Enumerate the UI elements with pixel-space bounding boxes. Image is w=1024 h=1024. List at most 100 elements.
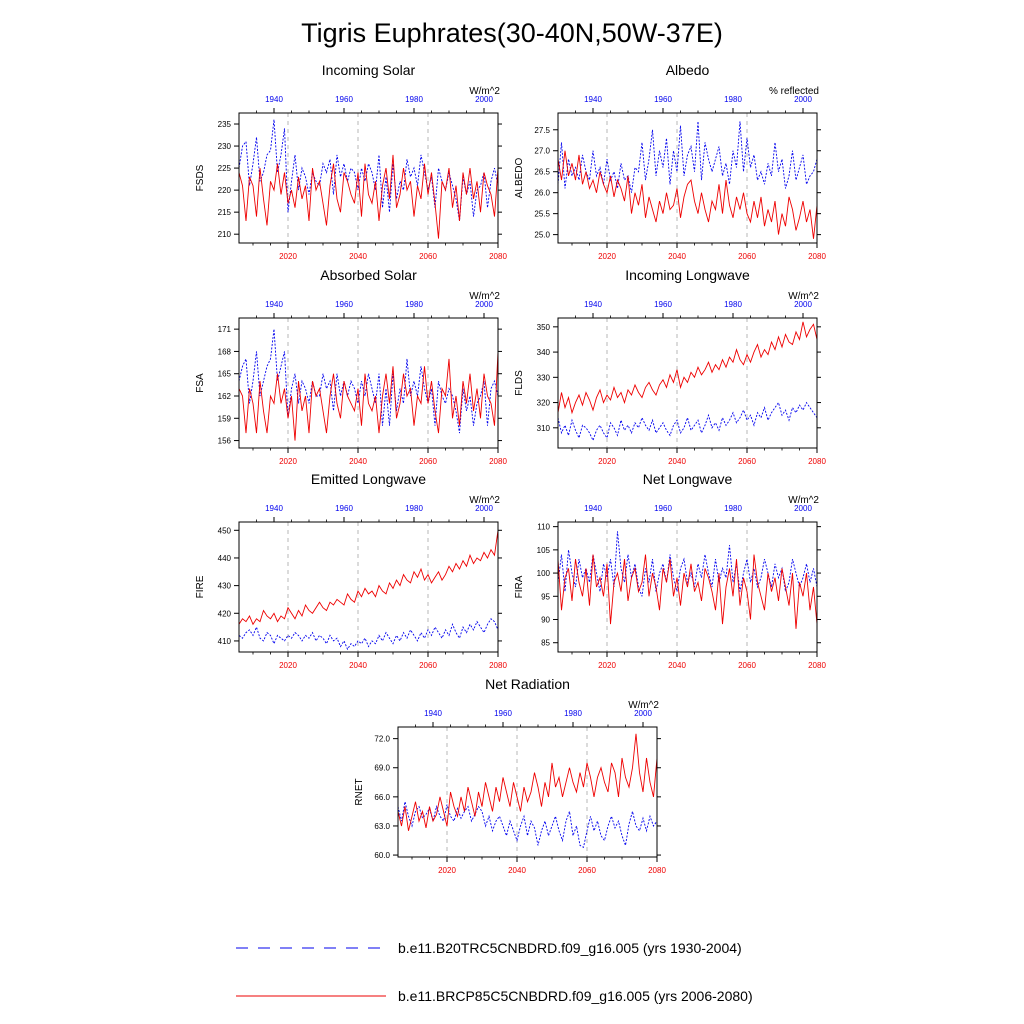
panel-fira: Net Longwave W/m^2 FIRA 85 90 95 100 105 110 2020… [514, 471, 826, 670]
series-2006-2080-line [557, 150, 818, 239]
x-top-tick-label: 1980 [405, 300, 423, 309]
x-top-tick-label: 1960 [654, 504, 672, 513]
y-tick-label: 350 [537, 323, 551, 332]
series-1930-2004-line [238, 329, 499, 434]
x-bottom-tick-label: 2060 [738, 661, 756, 670]
y-tick-label: 63.0 [374, 822, 390, 831]
series-1930-2004-line [557, 121, 818, 193]
y-tick-label: 230 [218, 142, 232, 151]
plot-frame [557, 521, 818, 653]
x-bottom-tick-label: 2060 [738, 252, 756, 261]
x-top-tick-label: 1960 [654, 300, 672, 309]
panel-fire: Emitted Longwave W/m^2 FIRE 410 420 430 440 450… [195, 471, 507, 670]
y-axis-label: FSDS [195, 164, 206, 191]
y-tick-label: 72.0 [374, 735, 390, 744]
y-tick-label: 450 [218, 526, 232, 535]
figure-title: Tigris Euphrates(30-40N,50W-37E) [301, 18, 723, 48]
x-bottom-tick-label: 2020 [279, 457, 297, 466]
series-1930-2004-line [238, 119, 499, 222]
y-tick-label: 235 [218, 120, 232, 129]
y-tick-label: 25.5 [534, 210, 550, 219]
panel-flds: Incoming Longwave W/m^2 FLDS 310 320 330 340 35… [514, 267, 826, 466]
y-axis-label: FLDS [514, 370, 525, 396]
x-top-tick-label: 1940 [584, 504, 602, 513]
y-tick-label: 156 [218, 437, 232, 446]
x-bottom-tick-label: 2040 [349, 252, 367, 261]
y-tick-label: 90 [541, 616, 550, 625]
y-axis-label: FIRA [514, 575, 525, 598]
y-tick-label: 27.0 [534, 147, 550, 156]
y-tick-label: 420 [218, 609, 232, 618]
x-top-tick-label: 1940 [265, 300, 283, 309]
units-label: W/m^2 [788, 291, 819, 302]
y-tick-label: 165 [218, 370, 232, 379]
x-top-tick-label: 1940 [584, 95, 602, 104]
panel-title: Incoming Longwave [625, 267, 750, 283]
x-bottom-tick-label: 2040 [668, 457, 686, 466]
x-top-tick-label: 1960 [335, 300, 353, 309]
x-bottom-tick-label: 2060 [578, 866, 596, 875]
x-top-tick-label: 1940 [265, 504, 283, 513]
x-top-tick-label: 1980 [405, 95, 423, 104]
x-top-tick-label: 1980 [564, 709, 582, 718]
units-label: W/m^2 [628, 700, 659, 711]
y-tick-label: 210 [218, 230, 232, 239]
y-tick-label: 26.0 [534, 189, 550, 198]
x-bottom-tick-label: 2080 [808, 457, 826, 466]
x-bottom-tick-label: 2020 [279, 252, 297, 261]
x-bottom-tick-label: 2020 [438, 866, 456, 875]
y-tick-label: 95 [541, 592, 550, 601]
x-bottom-tick-label: 2060 [419, 661, 437, 670]
units-label: W/m^2 [788, 495, 819, 506]
x-top-tick-label: 1940 [424, 709, 442, 718]
x-bottom-tick-label: 2040 [349, 661, 367, 670]
x-bottom-tick-label: 2080 [808, 252, 826, 261]
panel-albedo: Albedo % reflected ALBEDO 25.0 25.5 26.0 26.5 2… [514, 62, 826, 261]
y-tick-label: 105 [537, 546, 551, 555]
y-tick-label: 215 [218, 208, 232, 217]
y-tick-label: 410 [218, 637, 232, 646]
panel-title: Absorbed Solar [320, 267, 417, 283]
x-top-tick-label: 1960 [335, 95, 353, 104]
y-tick-label: 171 [218, 325, 232, 334]
series-1930-2004-line [238, 618, 499, 651]
x-bottom-tick-label: 2040 [668, 661, 686, 670]
x-bottom-tick-label: 2080 [489, 457, 507, 466]
x-bottom-tick-label: 2060 [419, 457, 437, 466]
series-1930-2004-line [557, 401, 818, 442]
units-label: W/m^2 [469, 291, 500, 302]
y-tick-label: 27.5 [534, 126, 550, 135]
x-top-tick-label: 1960 [335, 504, 353, 513]
x-bottom-tick-label: 2060 [738, 457, 756, 466]
panel-fsds: Incoming Solar W/m^2 FSDS 210 215 220 225 230 23… [195, 62, 507, 261]
y-tick-label: 110 [537, 523, 550, 532]
x-bottom-tick-label: 2080 [489, 661, 507, 670]
plot-frame [238, 521, 499, 653]
panel-title: Net Radiation [485, 676, 570, 692]
y-tick-label: 69.0 [374, 764, 390, 773]
panel-title: Albedo [666, 62, 710, 78]
y-axis-label: FSA [195, 373, 206, 393]
x-bottom-tick-label: 2080 [648, 866, 666, 875]
x-top-tick-label: 1980 [405, 504, 423, 513]
series-2006-2080-line [557, 554, 818, 629]
series-2006-2080-line [397, 733, 658, 831]
x-top-tick-label: 2000 [475, 95, 493, 104]
plot-frame [557, 317, 818, 449]
y-tick-label: 25.0 [534, 231, 550, 240]
legend: b.e11.B20TRC5CNBDRD.f09_g16.005 (yrs 193… [236, 940, 753, 1004]
x-top-tick-label: 2000 [794, 300, 812, 309]
y-tick-label: 440 [218, 554, 232, 563]
x-bottom-tick-label: 2040 [668, 252, 686, 261]
x-top-tick-label: 1940 [584, 300, 602, 309]
series-2006-2080-line [557, 321, 818, 415]
x-top-tick-label: 2000 [794, 95, 812, 104]
y-tick-label: 330 [537, 373, 551, 382]
y-tick-label: 66.0 [374, 793, 390, 802]
panel-rnet: Net Radiation W/m^2 RNET 60.0 63.0 66.0 69.0 72… [354, 676, 666, 875]
units-label: W/m^2 [469, 86, 500, 97]
y-tick-label: 220 [218, 186, 232, 195]
series-2006-2080-line [238, 154, 499, 239]
y-tick-label: 162 [218, 392, 232, 401]
